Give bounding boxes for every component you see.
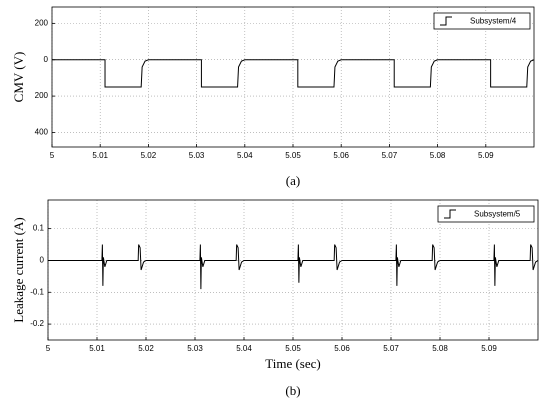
x-tick-label: 5.07 <box>382 151 398 160</box>
x-tick-label: 5.04 <box>237 151 253 160</box>
x-tick-label: 5.06 <box>333 151 349 160</box>
y-tick-label: 200 <box>35 18 49 27</box>
x-tick-label: 5 <box>50 151 55 160</box>
x-tick-label: 5.07 <box>383 344 399 353</box>
y-tick-label: 0.1 <box>33 224 45 233</box>
x-tick-label: 5.09 <box>478 151 494 160</box>
y-tick-label: 0 <box>40 256 45 265</box>
y-tick-label: 200 <box>35 91 49 100</box>
caption: (a) <box>286 173 300 188</box>
legend-box <box>433 12 531 30</box>
x-axis-label: Time (sec) <box>265 356 321 371</box>
signal-line <box>52 59 535 88</box>
y-axis-label: Leakage current (A) <box>11 217 26 322</box>
x-tick-label: 5.05 <box>285 151 301 160</box>
x-tick-label: 5.06 <box>334 344 350 353</box>
legend-symbol <box>444 209 456 219</box>
x-tick-label: 5.02 <box>138 344 154 353</box>
x-tick-label: 5.05 <box>285 344 301 353</box>
caption: (b) <box>285 383 300 398</box>
legend-symbol <box>440 16 452 26</box>
x-tick-label: 5 <box>46 344 51 353</box>
x-tick-label: 5.08 <box>432 344 448 353</box>
x-tick-label: 5.08 <box>430 151 446 160</box>
signal-line <box>48 244 539 290</box>
y-tick-label: 400 <box>35 128 49 137</box>
legend-label: Subsystem/5 <box>474 210 521 219</box>
x-tick-label: 5.09 <box>481 344 497 353</box>
y-tick-label: -0.2 <box>30 319 44 328</box>
y-tick-label: -0.1 <box>30 287 44 296</box>
plot-frame <box>51 6 535 148</box>
x-tick-label: 5.02 <box>141 151 157 160</box>
y-axis-label: CMV (V) <box>11 52 26 103</box>
x-tick-label: 5.04 <box>236 344 252 353</box>
plot-frame <box>47 199 539 341</box>
x-tick-label: 5.01 <box>89 344 105 353</box>
legend-label: Subsystem/4 <box>470 17 517 26</box>
legend-box <box>437 205 535 223</box>
x-tick-label: 5.03 <box>187 344 203 353</box>
x-tick-label: 5.03 <box>189 151 205 160</box>
y-tick-label: 0 <box>44 55 49 64</box>
x-tick-label: 5.01 <box>92 151 108 160</box>
